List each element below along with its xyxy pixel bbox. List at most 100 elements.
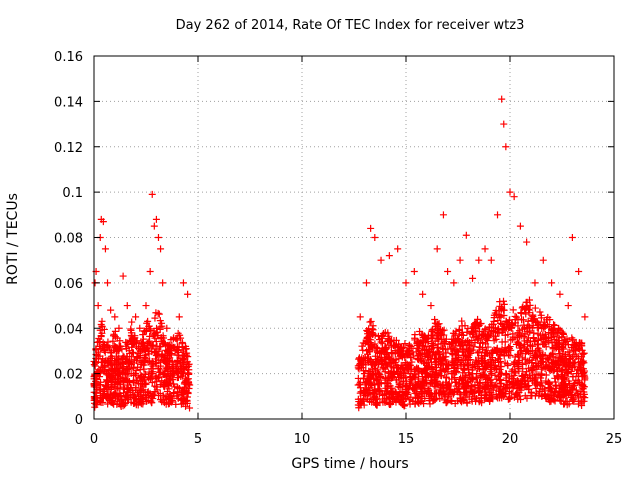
data-point bbox=[97, 332, 105, 340]
data-point bbox=[104, 390, 112, 398]
data-point bbox=[419, 290, 427, 298]
data-point bbox=[522, 310, 530, 318]
data-point bbox=[503, 348, 511, 356]
data-point bbox=[469, 375, 477, 383]
data-point bbox=[132, 367, 140, 375]
data-point bbox=[510, 193, 518, 201]
data-point bbox=[457, 362, 465, 370]
data-point bbox=[377, 374, 385, 382]
data-point bbox=[103, 376, 111, 384]
data-point bbox=[104, 360, 112, 368]
data-point bbox=[97, 399, 105, 407]
data-point bbox=[443, 360, 451, 368]
data-point bbox=[148, 358, 156, 366]
data-point bbox=[512, 391, 520, 399]
data-point bbox=[523, 238, 531, 246]
data-point bbox=[498, 394, 506, 402]
data-point bbox=[468, 395, 476, 403]
data-point bbox=[525, 323, 533, 331]
data-point bbox=[525, 372, 533, 380]
data-point bbox=[529, 311, 537, 319]
data-point bbox=[458, 376, 466, 384]
data-point bbox=[569, 372, 577, 380]
data-point bbox=[514, 329, 522, 337]
data-point bbox=[463, 359, 471, 367]
y-tick-label: 0.16 bbox=[54, 50, 83, 65]
data-point bbox=[580, 388, 588, 396]
data-point bbox=[114, 356, 122, 364]
data-point bbox=[502, 369, 510, 377]
data-point bbox=[493, 375, 501, 383]
data-point bbox=[442, 393, 450, 401]
data-point bbox=[426, 346, 434, 354]
data-point bbox=[162, 359, 170, 367]
data-point bbox=[558, 328, 566, 336]
data-point bbox=[360, 389, 368, 397]
data-point bbox=[413, 390, 421, 398]
data-point bbox=[461, 383, 469, 391]
data-point bbox=[488, 370, 496, 378]
data-point bbox=[537, 314, 545, 322]
data-point bbox=[509, 375, 517, 383]
data-point bbox=[105, 366, 113, 374]
data-point bbox=[512, 313, 520, 321]
data-point bbox=[481, 245, 489, 253]
data-point bbox=[530, 374, 538, 382]
data-point bbox=[569, 382, 577, 390]
data-point bbox=[466, 371, 474, 379]
data-point bbox=[518, 332, 526, 340]
data-point bbox=[578, 340, 586, 348]
data-point bbox=[529, 353, 537, 361]
data-point bbox=[531, 304, 539, 312]
data-point bbox=[458, 317, 466, 325]
data-point bbox=[150, 348, 158, 356]
data-point bbox=[433, 245, 441, 253]
data-point bbox=[358, 356, 366, 364]
x-tick-label: 10 bbox=[294, 432, 311, 447]
data-point bbox=[170, 389, 178, 397]
data-point bbox=[491, 309, 499, 317]
data-point bbox=[401, 365, 409, 373]
data-point bbox=[174, 392, 182, 400]
data-point bbox=[517, 395, 525, 403]
data-point bbox=[377, 356, 385, 364]
data-point bbox=[180, 395, 188, 403]
data-point bbox=[459, 395, 467, 403]
data-point bbox=[516, 377, 524, 385]
data-point bbox=[561, 363, 569, 371]
data-point bbox=[565, 390, 573, 398]
data-point bbox=[141, 328, 149, 336]
data-point bbox=[456, 389, 464, 397]
data-point bbox=[418, 384, 426, 392]
data-point bbox=[555, 373, 563, 381]
data-point bbox=[159, 391, 167, 399]
data-point bbox=[499, 325, 507, 333]
data-point bbox=[427, 302, 435, 310]
y-tick-label: 0.08 bbox=[54, 232, 83, 247]
data-point bbox=[387, 374, 395, 382]
data-point bbox=[172, 362, 180, 370]
data-point bbox=[538, 370, 546, 378]
data-point bbox=[93, 351, 101, 359]
x-tick-label: 20 bbox=[502, 432, 519, 447]
data-point bbox=[483, 361, 491, 369]
data-point bbox=[429, 325, 437, 333]
data-point bbox=[533, 380, 541, 388]
data-point bbox=[543, 361, 551, 369]
data-point bbox=[186, 404, 194, 412]
data-point bbox=[163, 347, 171, 355]
data-point bbox=[540, 321, 548, 329]
data-point bbox=[451, 374, 459, 382]
data-point bbox=[463, 379, 471, 387]
data-point bbox=[464, 356, 472, 364]
data-point bbox=[485, 324, 493, 332]
data-point bbox=[471, 324, 479, 332]
data-point bbox=[551, 378, 559, 386]
data-point bbox=[433, 370, 441, 378]
data-point bbox=[415, 340, 423, 348]
data-point bbox=[568, 234, 576, 241]
data-point bbox=[380, 390, 388, 398]
data-point bbox=[158, 319, 166, 327]
data-point bbox=[564, 341, 572, 349]
data-point bbox=[413, 344, 421, 352]
